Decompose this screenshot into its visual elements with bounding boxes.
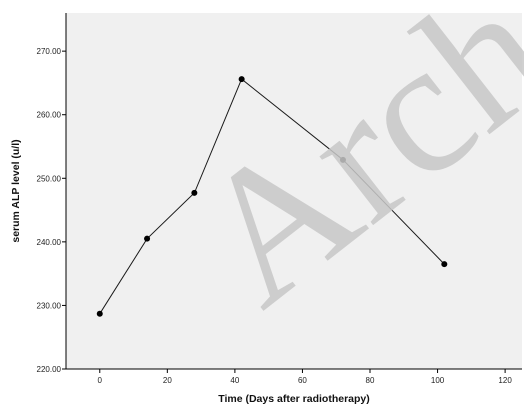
x-axis-title: Time (Days after radiotherapy) [218, 393, 370, 405]
x-tick-label: 80 [366, 376, 375, 385]
data-point [339, 156, 346, 163]
y-ticks: 220.00 230.00 240.00 250.00 260.00 270.00 [37, 47, 66, 374]
y-axis-title: serum ALP level (u/l) [10, 139, 22, 242]
y-tick-label: 220.00 [37, 365, 62, 374]
data-point [191, 189, 198, 196]
x-tick-label: 120 [498, 376, 512, 385]
axes [65, 13, 522, 370]
x-tick-label: 0 [98, 376, 103, 385]
series-lines [99, 78, 445, 314]
plot-area [66, 13, 522, 369]
y-tick-label: 240.00 [37, 238, 62, 247]
x-tick-label: 60 [298, 376, 307, 385]
data-point [441, 261, 448, 268]
x-ticks: 0 20 40 60 80 100 120 [98, 369, 512, 385]
y-tick-label: 270.00 [37, 47, 62, 56]
data-point [144, 235, 151, 242]
data-point [96, 310, 103, 317]
y-tick-label: 260.00 [37, 111, 62, 120]
x-tick-label: 20 [163, 376, 172, 385]
series-line [99, 78, 445, 314]
x-tick-label: 100 [431, 376, 445, 385]
y-tick-label: 250.00 [37, 174, 62, 183]
data-point [238, 76, 245, 83]
series-points [96, 76, 448, 317]
x-tick-label: 40 [230, 376, 239, 385]
y-tick-label: 230.00 [37, 301, 62, 310]
